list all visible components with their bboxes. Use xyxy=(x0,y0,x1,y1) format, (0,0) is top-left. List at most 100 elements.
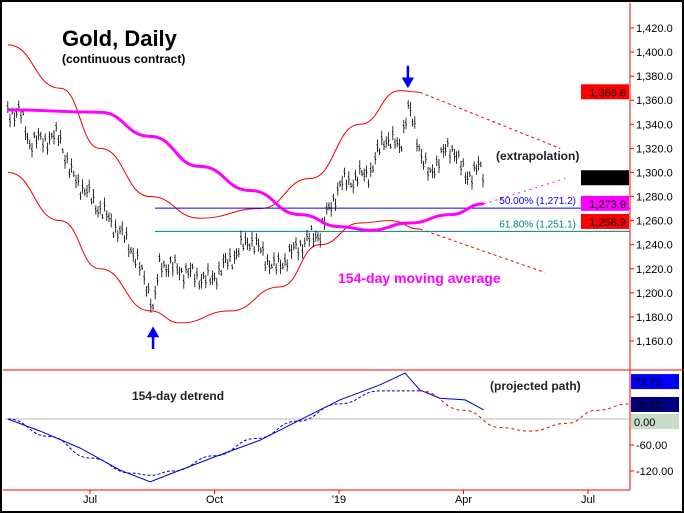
price-bar xyxy=(330,202,333,217)
price-tick-label: 1,300.0 xyxy=(636,167,673,179)
price-bar xyxy=(35,135,38,149)
price-bar xyxy=(438,159,440,174)
price-tick-label: 1,320.0 xyxy=(636,143,673,155)
price-bar xyxy=(152,303,154,310)
price-bar xyxy=(237,248,240,258)
price-bar xyxy=(449,149,451,164)
price-bar xyxy=(361,169,363,177)
price-bar xyxy=(479,161,482,168)
price-bar xyxy=(125,227,128,240)
price-bar xyxy=(141,264,143,270)
price-bar xyxy=(310,225,313,231)
price-bar xyxy=(50,132,53,139)
time-tick-label: '19 xyxy=(332,494,346,506)
price-bar xyxy=(108,212,110,223)
detrend-tick-label: -60.00 xyxy=(636,440,667,452)
price-bar xyxy=(246,237,249,250)
price-bar xyxy=(352,179,355,194)
price-bar xyxy=(37,127,40,141)
price-bar xyxy=(475,164,478,175)
price-bar xyxy=(251,232,253,247)
price-bar xyxy=(358,160,361,175)
price-tick-label: 1,240.0 xyxy=(636,240,673,252)
price-bar xyxy=(277,252,280,263)
price-bar xyxy=(42,138,44,153)
price-bar xyxy=(207,263,209,276)
price-bar xyxy=(101,213,104,220)
price-value-label-bg xyxy=(581,213,629,229)
price-bar xyxy=(233,250,236,264)
price-bar xyxy=(231,264,234,270)
price-bar xyxy=(383,140,385,151)
chart-subtitle: (continuous contract) xyxy=(62,52,185,66)
price-bar xyxy=(53,130,55,145)
price-bar xyxy=(180,267,183,274)
price-bar xyxy=(130,246,132,254)
chart-title: Gold, Daily xyxy=(62,26,178,51)
price-bar xyxy=(431,164,434,179)
price-tick-label: 1,400.0 xyxy=(636,47,673,59)
price-bar xyxy=(123,235,126,243)
price-bar xyxy=(413,116,416,129)
price-bar xyxy=(343,167,346,178)
price-bar xyxy=(88,179,91,193)
price-bar xyxy=(66,152,69,164)
price-bar xyxy=(160,262,163,278)
retracement-label: 50.00% (1,271.2) xyxy=(499,196,576,207)
price-bar xyxy=(270,263,273,269)
price-bar xyxy=(257,238,260,252)
price-tick-label: 1,160.0 xyxy=(636,336,673,348)
price-bar xyxy=(213,272,216,282)
price-bar xyxy=(367,179,370,188)
price-bar xyxy=(442,144,445,158)
price-bar xyxy=(196,267,198,280)
cycle-arrow-down-icon xyxy=(401,65,415,89)
price-bar xyxy=(374,152,377,165)
price-bar xyxy=(391,126,394,141)
price-bar xyxy=(204,275,207,288)
price-bar xyxy=(350,182,352,188)
detrend-value-label-bg xyxy=(631,374,679,390)
price-bar xyxy=(418,144,421,152)
detrend-label: 154-day detrend xyxy=(132,389,224,403)
price-bar xyxy=(284,253,286,267)
price-bar xyxy=(138,261,141,276)
price-bar xyxy=(28,139,31,150)
price-bar xyxy=(462,158,465,168)
price-bar xyxy=(145,286,148,297)
price-bar xyxy=(253,246,256,255)
price-bar xyxy=(215,277,218,290)
price-value-label-bg xyxy=(581,195,629,211)
price-bar xyxy=(119,225,121,235)
price-bar xyxy=(281,262,284,270)
price-bar xyxy=(288,244,291,252)
price-bar xyxy=(255,233,258,246)
price-bar xyxy=(356,176,359,187)
price-bar xyxy=(444,144,447,156)
price-bar xyxy=(114,219,117,233)
price-bar xyxy=(240,230,242,246)
price-bar xyxy=(112,231,115,238)
price-bar xyxy=(224,252,227,263)
price-bar xyxy=(314,230,317,242)
price-bar xyxy=(167,264,170,278)
price-bar xyxy=(378,148,381,155)
price-value-label: 1,258.9 xyxy=(589,217,626,229)
detrend-value-label-bg xyxy=(631,414,679,429)
price-bar xyxy=(473,161,476,172)
price-bar xyxy=(460,160,462,176)
price-value-label: 1,295.2 xyxy=(589,173,626,185)
price-bar xyxy=(218,261,220,275)
price-bar xyxy=(26,132,29,144)
price-bar xyxy=(471,175,473,190)
price-bar xyxy=(400,145,403,152)
price-bar xyxy=(477,156,480,171)
price-bar xyxy=(268,260,271,275)
price-tick-label: 1,260.0 xyxy=(636,216,673,228)
upper-envelope xyxy=(7,44,420,219)
price-bar xyxy=(466,171,469,185)
price-bar xyxy=(345,179,348,191)
price-bar xyxy=(59,129,62,144)
detrend-value-label: 73.73 xyxy=(634,377,662,389)
price-bar xyxy=(64,154,66,169)
